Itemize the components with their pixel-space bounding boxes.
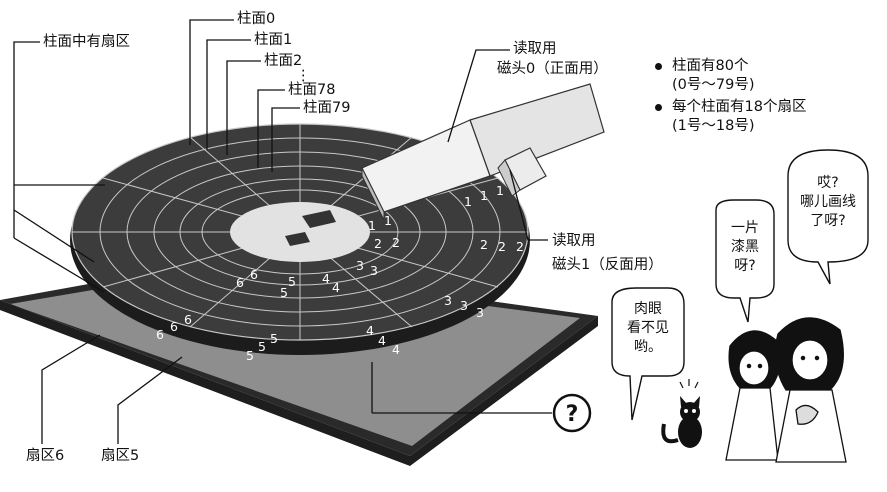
sector-number-3: 3 (356, 258, 364, 273)
sector-number-3: 3 (476, 305, 484, 320)
sector-number-4: 4 (378, 333, 386, 348)
read-arm (361, 83, 605, 221)
sector-number-2: 2 (516, 239, 524, 254)
sector-number-6: 6 (184, 312, 192, 327)
bubble-dark-line: 呀? (734, 258, 756, 274)
sector-number-6: 6 (156, 327, 164, 342)
bubble-eyes-line: 哟。 (634, 339, 662, 355)
info-bullet-list: 柱面有80个 (0号～79号) 每个柱面有18个扇区 (1号～18号) (652, 57, 806, 139)
bubble-dark (715, 199, 775, 323)
bubble-eyes-line: 肉眼 (634, 301, 662, 317)
label-sector-6: 扇区6 (26, 448, 65, 464)
bubble-dark-text: 一片 漆黑 呀? (717, 219, 773, 276)
sector-number-1: 1 (480, 188, 488, 203)
speech-bubbles (611, 149, 869, 421)
label-cylinder-78: 柱面78 (288, 82, 336, 98)
label-head1-line1: 读取用 (552, 233, 596, 249)
sector-number-3: 3 (444, 293, 452, 308)
sector-number-2: 2 (374, 236, 382, 251)
bullet-sector-count-line2: (1号～18号) (672, 118, 755, 134)
sector-number-2: 2 (480, 237, 488, 252)
sector-numbers: 1 1 1 1 1 2 2 2 2 2 3 3 3 3 3 4 4 4 4 4 … (156, 183, 524, 363)
sector-number-2: 2 (498, 239, 506, 254)
sector-number-1: 1 (368, 218, 376, 233)
label-head0-line2: 磁头0（正面用） (497, 61, 608, 77)
bubble-lines-text: 哎? 哪儿画线 了呀? (790, 174, 866, 231)
sector-number-1: 1 (384, 213, 392, 228)
label-cylinder-2: 柱面2 (264, 53, 303, 69)
sector-number-1: 1 (496, 183, 504, 198)
sector-number-4: 4 (366, 323, 374, 338)
label-cylinder-has-sectors: 柱面中有扇区 (43, 34, 130, 50)
bubble-eyes (611, 287, 685, 421)
question-circle-icon: ? (552, 393, 592, 433)
bubble-eyes-text: 肉眼 看不见 哟。 (618, 300, 678, 357)
small-question-mark: ? (826, 323, 835, 342)
bullet-cylinder-count-line2: (0号～79号) (672, 77, 755, 93)
leader-lines (13, 19, 552, 444)
label-head0-line1: 读取用 (513, 41, 557, 57)
bubble-lines-line: 了呀? (810, 213, 846, 229)
sector-number-4: 4 (322, 271, 330, 286)
bubble-dark-line: 一片 (731, 220, 759, 236)
sector-number-3: 3 (370, 263, 378, 278)
sector-number-4: 4 (332, 280, 340, 295)
label-cylinder-1: 柱面1 (254, 32, 293, 48)
sector-number-6: 6 (250, 267, 258, 282)
two-girls-icon: ? (725, 317, 847, 463)
black-cat-icon (661, 379, 702, 448)
sector-number-5: 5 (280, 285, 288, 300)
sector-number-2: 2 (392, 235, 400, 250)
label-cylinder-0: 柱面0 (237, 11, 276, 27)
label-cylinder-79: 柱面79 (303, 100, 351, 116)
sector-number-1: 1 (464, 194, 472, 209)
question-mark: ? (566, 402, 579, 427)
bullet-cylinder-count-line1: 柱面有80个 (672, 58, 749, 74)
sector-number-5: 5 (246, 348, 254, 363)
label-sector-5: 扇区5 (101, 448, 140, 464)
bullet-sector-count: 每个柱面有18个扇区 (1号～18号) (652, 98, 806, 136)
bubble-lines (787, 149, 869, 285)
sector-number-6: 6 (236, 275, 244, 290)
bubble-eyes-line: 看不见 (627, 320, 669, 336)
label-head1-line2: 磁头1（反面用） (552, 257, 663, 273)
sector-number-3: 3 (460, 298, 468, 313)
bubble-dark-line: 漆黑 (731, 239, 759, 255)
sector-number-4: 4 (392, 342, 400, 357)
sector-number-5: 5 (288, 274, 296, 289)
sector-number-6: 6 (170, 319, 178, 334)
sector-number-5: 5 (258, 339, 266, 354)
bubble-lines-line: 哎? (817, 175, 839, 191)
bubble-lines-line: 哪儿画线 (800, 194, 856, 210)
label-dots: ⋮ (296, 68, 311, 84)
bullet-cylinder-count: 柱面有80个 (0号～79号) (652, 57, 806, 95)
bullet-sector-count-line1: 每个柱面有18个扇区 (672, 99, 807, 115)
sector-number-5: 5 (270, 331, 278, 346)
